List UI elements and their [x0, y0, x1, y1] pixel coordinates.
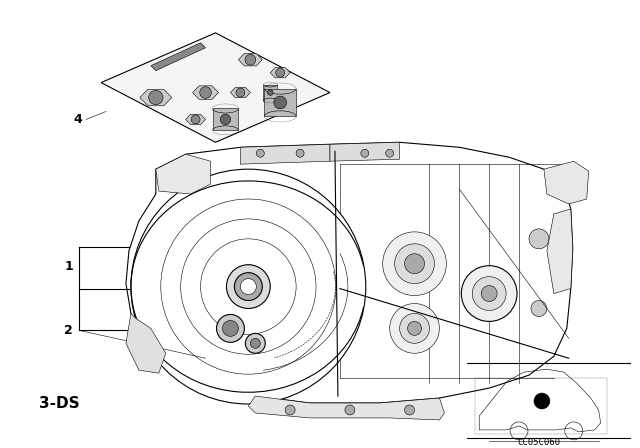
Circle shape	[395, 244, 435, 284]
Polygon shape	[186, 114, 205, 125]
Circle shape	[191, 115, 200, 124]
Circle shape	[534, 393, 550, 409]
Circle shape	[390, 303, 440, 353]
Polygon shape	[230, 87, 250, 98]
Circle shape	[481, 285, 497, 302]
Text: 4: 4	[73, 113, 82, 126]
Circle shape	[220, 114, 230, 125]
Circle shape	[200, 87, 211, 99]
Circle shape	[461, 266, 517, 321]
Text: 3-DS: 3-DS	[40, 396, 80, 410]
Circle shape	[131, 169, 366, 404]
Bar	[263, 85, 277, 100]
Circle shape	[227, 265, 270, 309]
Circle shape	[268, 90, 273, 95]
Circle shape	[256, 149, 264, 157]
Circle shape	[274, 96, 287, 109]
Polygon shape	[239, 53, 262, 66]
Circle shape	[148, 90, 163, 105]
Text: 2: 2	[65, 324, 73, 337]
Polygon shape	[156, 154, 211, 194]
Circle shape	[216, 314, 244, 342]
Bar	[264, 89, 296, 116]
Text: CC05C060: CC05C060	[517, 438, 561, 447]
Circle shape	[345, 405, 355, 415]
Circle shape	[408, 321, 422, 336]
Polygon shape	[126, 314, 166, 373]
Bar	[212, 108, 239, 130]
Polygon shape	[151, 43, 205, 71]
Circle shape	[285, 405, 295, 415]
Circle shape	[386, 149, 394, 157]
Circle shape	[529, 229, 549, 249]
Circle shape	[472, 277, 506, 310]
Circle shape	[245, 54, 256, 65]
Circle shape	[531, 301, 547, 316]
Polygon shape	[330, 142, 399, 161]
Circle shape	[276, 68, 285, 77]
Circle shape	[223, 320, 239, 336]
Polygon shape	[140, 89, 172, 106]
Circle shape	[296, 149, 304, 157]
Polygon shape	[193, 86, 218, 99]
Circle shape	[236, 88, 245, 97]
Circle shape	[234, 273, 262, 301]
Polygon shape	[248, 396, 444, 420]
Polygon shape	[544, 161, 589, 204]
Circle shape	[245, 333, 265, 353]
Circle shape	[404, 254, 424, 274]
Circle shape	[361, 149, 369, 157]
Polygon shape	[241, 144, 330, 164]
Circle shape	[404, 405, 415, 415]
Circle shape	[383, 232, 446, 296]
Polygon shape	[101, 33, 330, 142]
Text: 1: 1	[65, 260, 73, 273]
Polygon shape	[547, 209, 573, 293]
Polygon shape	[126, 142, 573, 403]
Circle shape	[241, 279, 256, 294]
Circle shape	[250, 338, 260, 348]
Polygon shape	[270, 68, 290, 78]
Circle shape	[399, 314, 429, 343]
